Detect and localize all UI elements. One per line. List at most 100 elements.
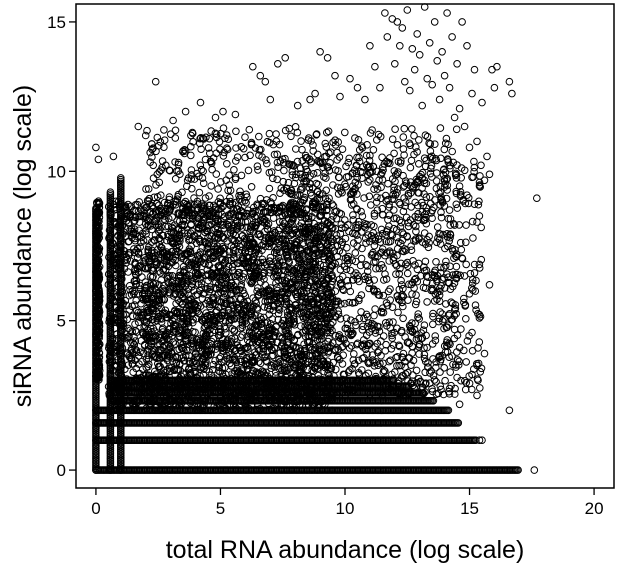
- data-point: [420, 267, 429, 275]
- data-point: [179, 353, 188, 362]
- data-point: [231, 367, 239, 376]
- data-point: [280, 300, 289, 308]
- data-point: [316, 158, 325, 167]
- data-point: [397, 326, 406, 335]
- data-point: [220, 148, 228, 157]
- data-point: [122, 330, 130, 338]
- data-point: [131, 280, 140, 289]
- data-point: [188, 129, 197, 138]
- data-point: [206, 300, 214, 309]
- data-point: [142, 318, 150, 327]
- data-point: [189, 214, 197, 223]
- data-point: [326, 364, 335, 373]
- data-point: [349, 329, 357, 338]
- data-point: [313, 364, 322, 373]
- data-point: [149, 332, 158, 341]
- data-point: [452, 125, 461, 134]
- data-point: [225, 306, 233, 315]
- data-point: [180, 146, 189, 154]
- data-point: [187, 142, 195, 151]
- data-point: [266, 253, 275, 262]
- data-point: [273, 259, 281, 267]
- data-point: [154, 227, 163, 236]
- data-point: [144, 217, 153, 225]
- data-point: [238, 312, 247, 320]
- data-point: [351, 360, 359, 368]
- data-point: [274, 309, 283, 318]
- data-point: [233, 223, 242, 231]
- data-point: [188, 280, 196, 288]
- data-point: [238, 323, 246, 332]
- data-point: [393, 362, 401, 370]
- data-point: [272, 137, 281, 145]
- data-point: [267, 364, 276, 373]
- data-point: [146, 324, 155, 333]
- data-point: [154, 312, 163, 321]
- data-point: [429, 371, 438, 380]
- data-point: [264, 301, 273, 310]
- data-point: [432, 390, 441, 399]
- data-point: [144, 185, 153, 193]
- data-point: [134, 250, 143, 258]
- data-point: [156, 138, 165, 146]
- data-point: [242, 262, 251, 271]
- data-point: [366, 176, 374, 184]
- data-point: [145, 289, 153, 298]
- data-point: [303, 247, 312, 256]
- data-point: [254, 345, 263, 353]
- data-point: [192, 291, 200, 300]
- data-point: [260, 303, 269, 311]
- data-point: [316, 341, 324, 350]
- data-point: [285, 258, 294, 267]
- data-point: [322, 143, 331, 151]
- data-point: [278, 211, 287, 220]
- data-point: [199, 255, 207, 263]
- data-point: [440, 183, 449, 191]
- data-point: [135, 212, 143, 221]
- data-point: [203, 284, 212, 293]
- data-point: [241, 133, 249, 141]
- data-point: [131, 213, 139, 221]
- data-point: [131, 267, 140, 276]
- data-point: [193, 251, 202, 260]
- data-point: [143, 196, 152, 205]
- data-point: [288, 265, 297, 273]
- data-point: [420, 263, 428, 271]
- data-point: [270, 227, 278, 235]
- data-point: [316, 290, 325, 298]
- data-point: [289, 252, 298, 260]
- data-point: [260, 262, 269, 270]
- data-point: [160, 281, 168, 290]
- data-point: [171, 340, 180, 348]
- data-point: [273, 283, 281, 292]
- data-point: [172, 244, 181, 252]
- data-point: [161, 352, 169, 360]
- data-point: [284, 316, 293, 324]
- data-point: [393, 141, 402, 149]
- data-point: [237, 191, 245, 200]
- data-point: [174, 167, 183, 175]
- data-point: [224, 355, 232, 363]
- data-point: [409, 221, 418, 229]
- data-point: [296, 210, 304, 219]
- data-point: [247, 311, 255, 320]
- data-point: [235, 268, 244, 277]
- data-point: [263, 221, 271, 230]
- data-point: [302, 350, 310, 359]
- data-point: [255, 346, 264, 355]
- data-point: [262, 217, 270, 225]
- data-point: [205, 192, 213, 200]
- data-point: [142, 281, 151, 290]
- data-point: [230, 314, 238, 323]
- data-point: [212, 270, 220, 278]
- data-point: [134, 268, 143, 277]
- data-point: [260, 237, 269, 246]
- data-point: [243, 365, 252, 373]
- data-point: [221, 284, 230, 293]
- data-point: [158, 251, 167, 259]
- data-point: [171, 175, 180, 183]
- data-point: [406, 141, 415, 149]
- data-point: [363, 141, 371, 149]
- data-point: [364, 369, 373, 378]
- data-point: [209, 254, 218, 263]
